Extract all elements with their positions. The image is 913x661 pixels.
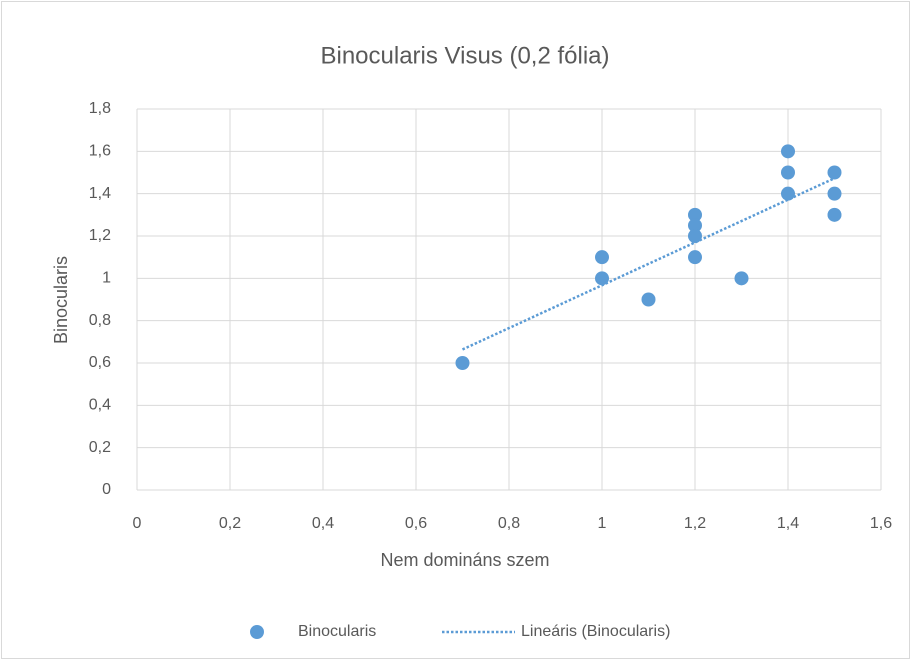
scatter-point	[595, 250, 609, 265]
legend-label: Binocularis	[298, 623, 376, 640]
legend-label: Lineáris (Binocularis)	[521, 623, 670, 640]
x-tick-label: 1,6	[870, 515, 892, 532]
scatter-point	[595, 271, 609, 286]
x-tick-label: 1,2	[684, 515, 706, 532]
y-tick-label: 0	[102, 481, 111, 498]
scatter-point	[641, 292, 656, 307]
y-tick-label: 1,4	[89, 185, 111, 202]
scatter-point	[688, 229, 702, 243]
y-tick-label: 0,8	[89, 312, 111, 329]
scatter-point	[827, 165, 842, 180]
x-tick-label: 1,4	[777, 515, 799, 532]
x-tick-label: 0	[133, 515, 142, 532]
legend-marker	[250, 625, 264, 639]
scatter-point	[827, 207, 842, 222]
scatter-point	[688, 218, 702, 233]
y-tick-label: 1	[102, 270, 111, 287]
scatter-point	[455, 356, 470, 370]
y-tick-label: 0,4	[89, 397, 111, 414]
x-tick-label: 0,6	[405, 515, 427, 532]
y-tick-label: 0,2	[89, 439, 111, 456]
scatter-point	[781, 144, 795, 159]
x-tick-label: 1	[598, 515, 607, 532]
y-axis-label: Binocularis	[51, 256, 71, 344]
scatter-point	[781, 165, 795, 180]
x-axis-label: Nem domináns szem	[380, 550, 549, 570]
scatter-point	[734, 271, 749, 286]
trendline	[461, 177, 836, 351]
y-tick-label: 0,6	[89, 354, 111, 371]
x-tick-label: 0,2	[219, 515, 241, 532]
y-tick-label: 1,2	[89, 227, 111, 244]
scatter-point	[688, 207, 702, 222]
chart-title: Binocularis Visus (0,2 fólia)	[320, 42, 609, 69]
x-tick-label: 0,4	[312, 515, 334, 532]
scatter-point	[827, 186, 842, 201]
y-tick-label: 1,8	[89, 100, 111, 117]
x-tick-label: 0,8	[498, 515, 520, 532]
scatter-point	[688, 250, 702, 265]
y-tick-label: 1,6	[89, 143, 111, 160]
scatter-point	[781, 186, 795, 201]
